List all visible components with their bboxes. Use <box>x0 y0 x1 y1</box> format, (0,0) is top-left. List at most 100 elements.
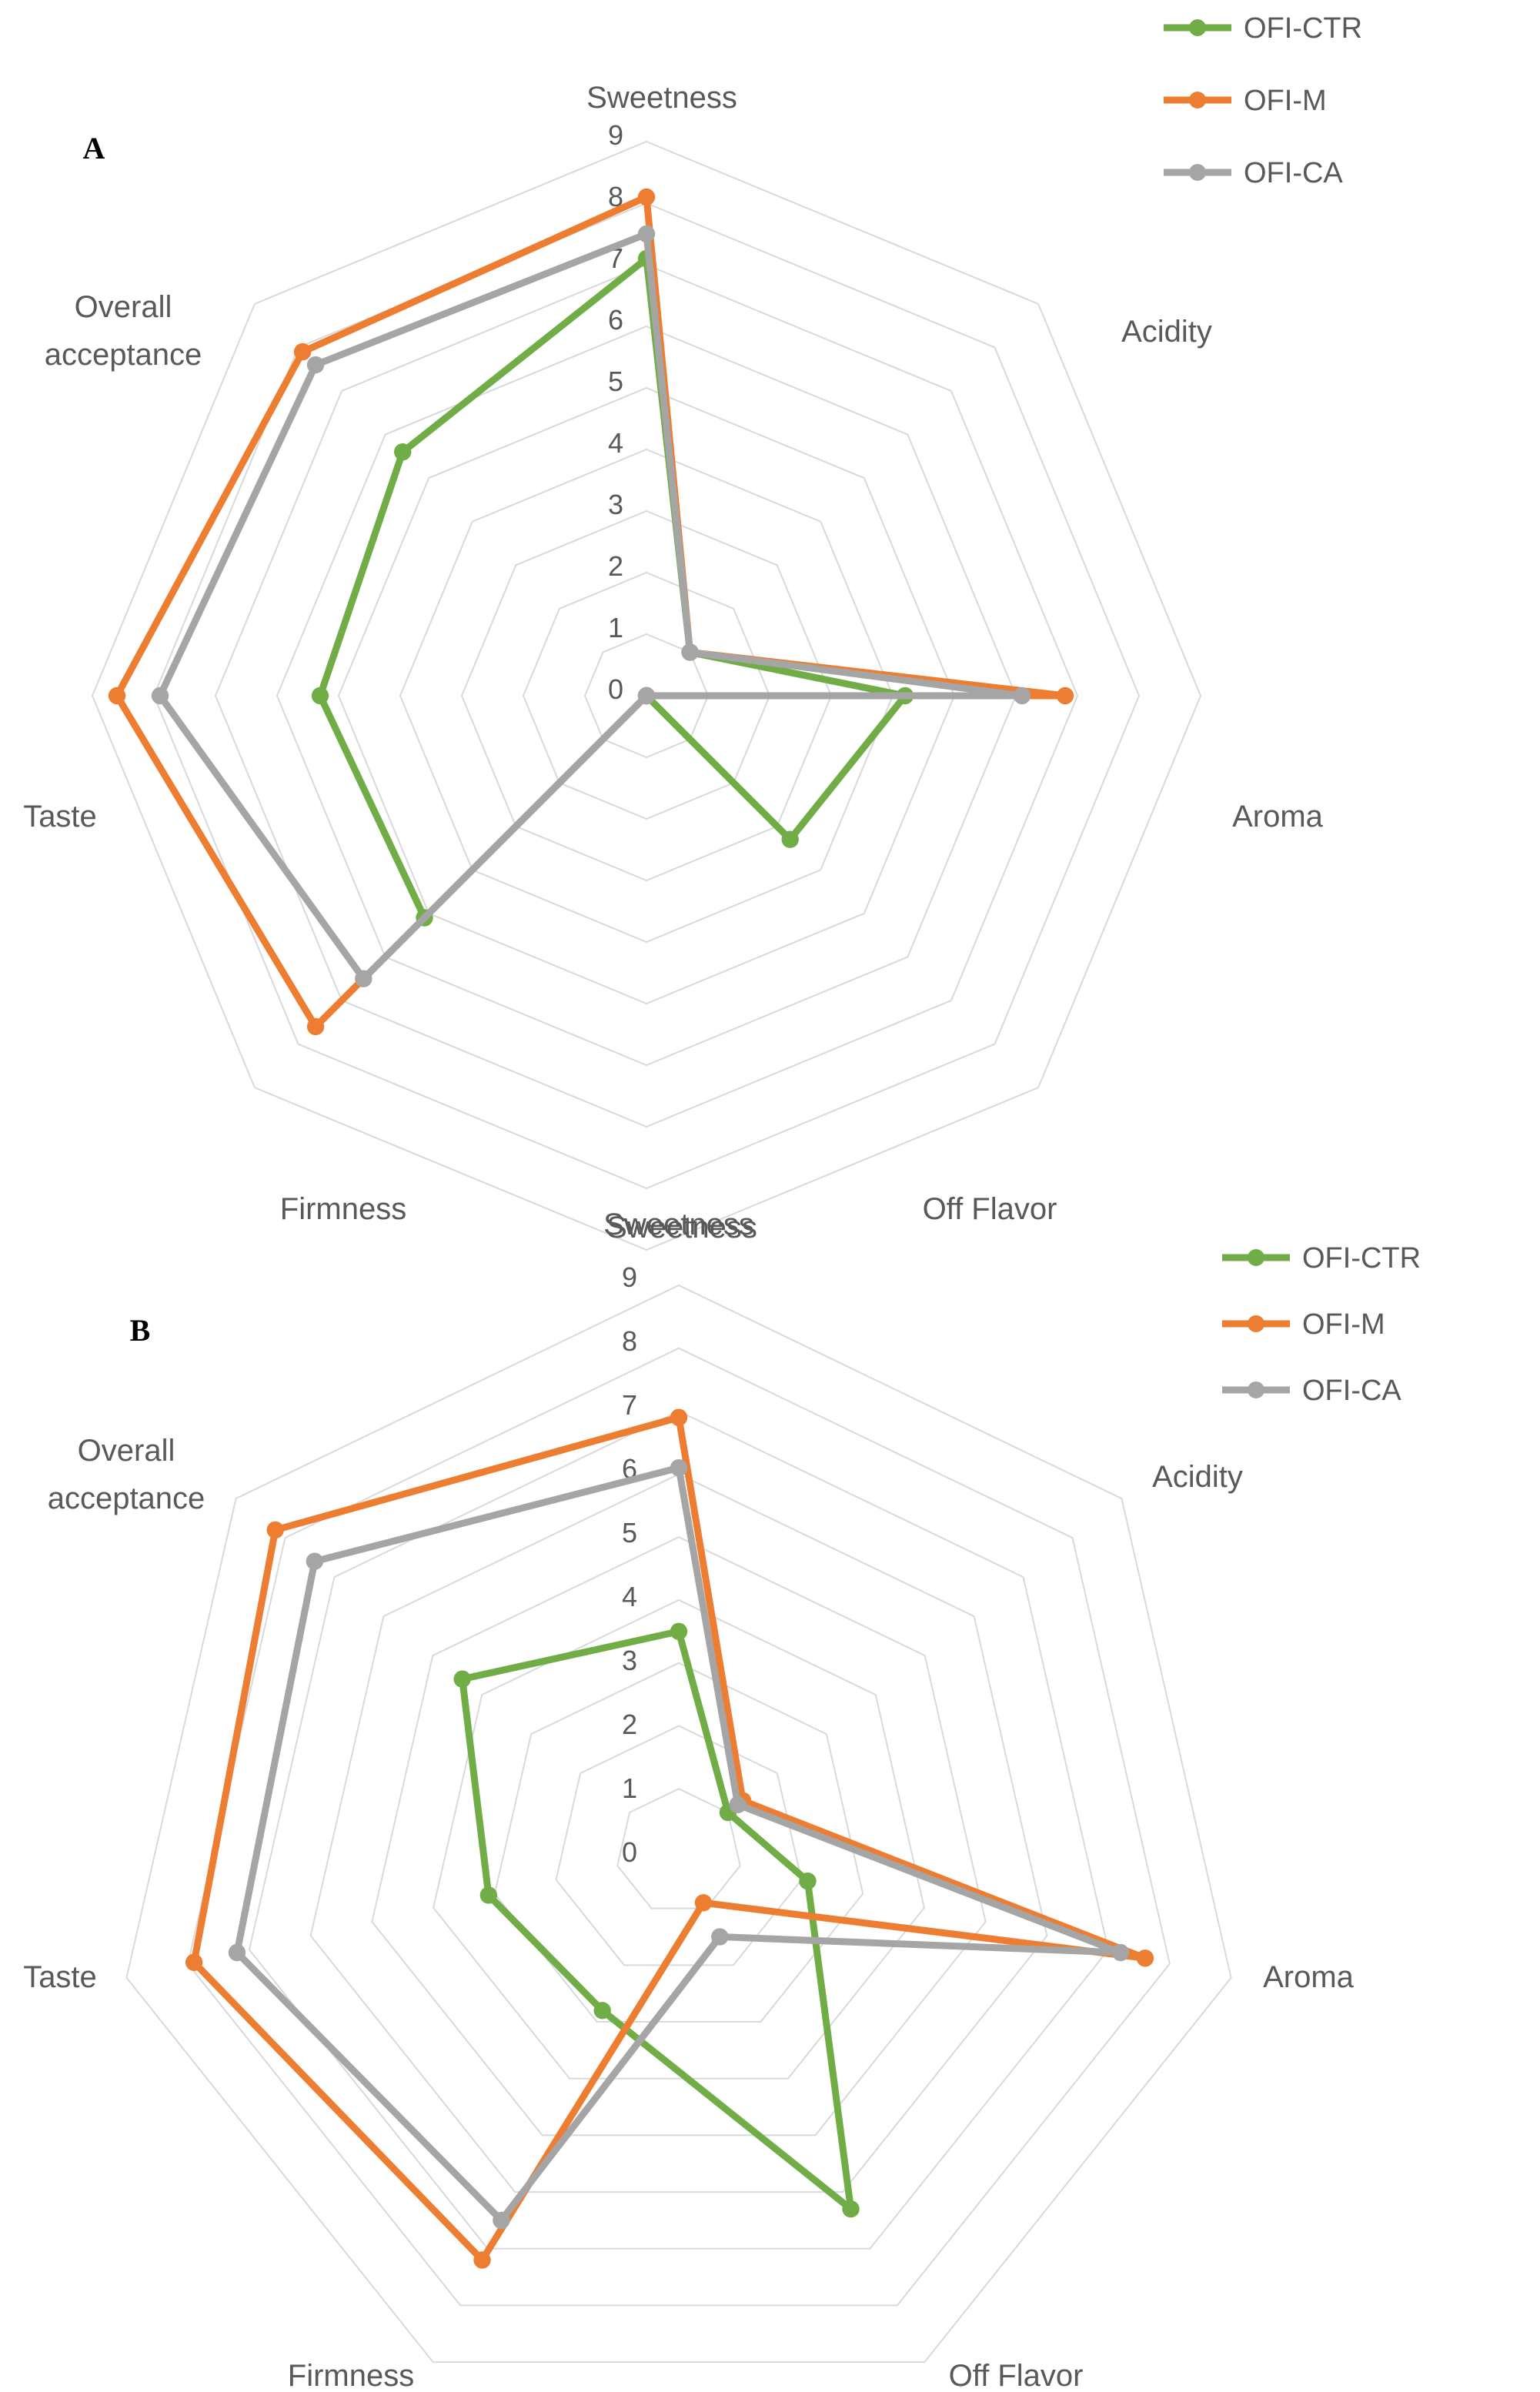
series-ofi-ctr <box>453 1622 860 2218</box>
legend-label: OFI-CTR <box>1244 12 1362 45</box>
data-point <box>355 970 372 987</box>
axis-label: Taste <box>23 800 97 834</box>
tick-label: 3 <box>608 489 623 520</box>
legend-label: OFI-CA <box>1244 157 1343 189</box>
data-point <box>493 2211 510 2230</box>
tick-label: 8 <box>608 181 623 212</box>
radar-grid <box>125 1284 1232 2364</box>
legend-marker <box>1189 19 1206 36</box>
grid-ring-7 <box>248 1410 1110 2250</box>
grid-ring-8 <box>152 202 1141 1190</box>
grid-ring-9 <box>125 1284 1232 2364</box>
legend-item: OFI-CA <box>1164 157 1343 189</box>
data-point <box>311 687 329 705</box>
grid-ring-6 <box>309 1473 1048 2193</box>
tick-label: 9 <box>622 1261 637 1293</box>
legend-marker <box>1248 1381 1264 1398</box>
data-point <box>453 1670 471 1688</box>
tick-label: 3 <box>622 1645 637 1676</box>
legend-marker <box>1189 164 1206 181</box>
tick-label: 5 <box>608 366 623 397</box>
axis-label: Sweetness <box>606 1211 757 1244</box>
axis-label: Taste <box>23 1960 97 1994</box>
grid-ring-5 <box>371 1536 987 2136</box>
data-point <box>1056 687 1074 705</box>
grid-ring-6 <box>276 325 1017 1067</box>
axis-label: Firmness <box>280 1192 406 1226</box>
legend: OFI-CTR OFI-M OFI-CA <box>1222 1242 1421 1407</box>
legend-item: OFI-M <box>1222 1308 1385 1341</box>
data-point <box>306 356 325 374</box>
grid-ring-1 <box>616 1788 741 1909</box>
axis-label: Acidity <box>1152 1460 1243 1494</box>
grid-ring-8 <box>187 1347 1171 2307</box>
tick-label: 0 <box>608 673 623 705</box>
legend-label: OFI-M <box>1302 1308 1385 1341</box>
tick-label: 2 <box>622 1709 637 1740</box>
tick-label: 4 <box>608 427 623 459</box>
legend-item: OFI-M <box>1164 85 1327 117</box>
axis-label: Overall acceptance <box>48 1434 205 1515</box>
axis-label: Off Flavor <box>923 1192 1057 1226</box>
axis-label: Sweetness <box>603 1208 754 1241</box>
grid-ring-3 <box>460 509 833 882</box>
tick-label: 8 <box>622 1325 637 1357</box>
tick-label: 1 <box>622 1772 637 1804</box>
radar-grid <box>91 140 1202 1251</box>
grid-ring-7 <box>214 263 1079 1128</box>
axis-labels: Sweetness Acidity Aroma Off Flavor Sweetness… <box>23 81 1323 1244</box>
tick-label: 6 <box>608 304 623 336</box>
axis-label: Sweetness <box>586 81 737 115</box>
grid-ring-2 <box>522 571 771 820</box>
data-point <box>670 1458 688 1477</box>
series-line <box>190 1414 1149 2263</box>
axis-labels: Sweetness Acidity Aroma Off Flavor Firmness T… <box>23 1208 1354 2392</box>
data-point <box>306 1017 325 1036</box>
data-point <box>637 687 656 705</box>
axis-label: Aroma <box>1263 1960 1355 1994</box>
legend-label: OFI-CA <box>1302 1375 1401 1407</box>
data-point <box>1136 1949 1154 1967</box>
series-ofi-ca <box>151 225 1031 987</box>
data-point <box>670 1408 688 1426</box>
grid-ring-4 <box>399 448 894 944</box>
data-point <box>228 1943 246 1962</box>
data-point <box>799 1873 817 1890</box>
grid-ring-1 <box>583 633 710 759</box>
legend-label: OFI-M <box>1244 85 1327 117</box>
grid-ring-2 <box>555 1725 803 1966</box>
data-point <box>293 342 312 361</box>
grid-ring-9 <box>91 140 1202 1251</box>
tick-label: 4 <box>622 1581 637 1612</box>
axis-label: Overall acceptance <box>45 290 202 372</box>
axis-label: Acidity <box>1121 315 1212 349</box>
tick-label: 1 <box>608 612 623 643</box>
panel-letter: B <box>130 1313 151 1348</box>
tick-label: 7 <box>622 1389 637 1421</box>
tick-label: 0 <box>622 1836 637 1868</box>
data-point <box>479 1886 498 1904</box>
data-point <box>1013 687 1031 705</box>
axis-label: Aroma <box>1232 800 1324 834</box>
tick-label: 9 <box>608 119 623 151</box>
data-point <box>266 1521 284 1539</box>
data-point <box>637 188 656 206</box>
data-point <box>185 1953 203 1971</box>
legend: OFI-CTR OFI-M OFI-CA <box>1164 12 1362 189</box>
series-line <box>459 1628 855 2213</box>
series-line <box>156 230 1026 983</box>
axis-label: Firmness <box>288 2359 414 2392</box>
legend-marker <box>1248 1249 1264 1266</box>
tick-label: 2 <box>608 550 623 582</box>
legend-label: OFI-CTR <box>1302 1242 1421 1275</box>
data-point <box>711 1928 729 1946</box>
data-point <box>473 2251 491 2269</box>
data-point <box>593 2002 611 2020</box>
data-point <box>394 443 412 461</box>
data-point <box>306 1552 324 1570</box>
tick-label: 5 <box>622 1517 637 1548</box>
